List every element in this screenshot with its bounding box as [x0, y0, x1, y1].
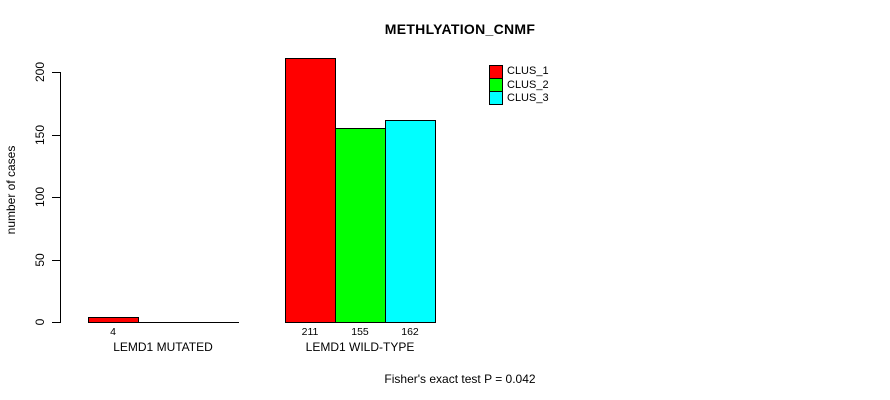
legend-item: CLUS_2: [489, 78, 549, 93]
y-axis-line: [60, 72, 61, 323]
legend-color-swatch: [489, 64, 503, 79]
legend-color-swatch: [489, 78, 503, 93]
category-label: LEMD1 MUTATED: [113, 340, 213, 354]
legend-label: CLUS_1: [507, 65, 549, 78]
y-tick-label: 100: [33, 186, 47, 208]
chart-title: METHLYATION_CNMF: [384, 21, 536, 37]
bar-clus_2-zero: [138, 322, 189, 323]
y-axis-tick: [52, 197, 60, 198]
bar-clus_2-lemd1-wild-type: [335, 128, 386, 323]
y-tick-label: 50: [33, 253, 47, 267]
bar-clus_1-lemd1-wild-type: [285, 58, 336, 323]
y-axis-tick: [52, 135, 60, 136]
bar-clus_3-lemd1-wild-type: [385, 120, 436, 323]
bar-clus_1-lemd1-mutated: [88, 317, 139, 323]
bar-value-label: 4: [110, 326, 116, 338]
y-tick-label: 0: [33, 318, 47, 326]
legend-label: CLUS_3: [507, 91, 549, 104]
y-tick-label: 200: [33, 61, 47, 83]
legend-label: CLUS_2: [507, 78, 549, 91]
y-axis-tick: [52, 260, 60, 261]
legend-item: CLUS_1: [489, 64, 549, 79]
legend: CLUS_1 CLUS_2 CLUS_3: [489, 64, 549, 106]
legend-color-swatch: [489, 91, 503, 106]
category-label: LEMD1 WILD-TYPE: [305, 340, 415, 354]
bar-value-label: 155: [351, 326, 369, 338]
y-tick-label: 150: [33, 124, 47, 146]
y-axis-tick: [52, 322, 60, 323]
y-axis-tick: [52, 72, 60, 73]
bar-clus_3-zero: [188, 322, 239, 323]
y-axis-label: number of cases: [4, 145, 18, 235]
fisher-test-annotation: Fisher's exact test P = 0.042: [384, 372, 536, 386]
bar-value-label: 162: [401, 326, 419, 338]
legend-item: CLUS_3: [489, 91, 549, 106]
bar-value-label: 211: [301, 326, 319, 338]
